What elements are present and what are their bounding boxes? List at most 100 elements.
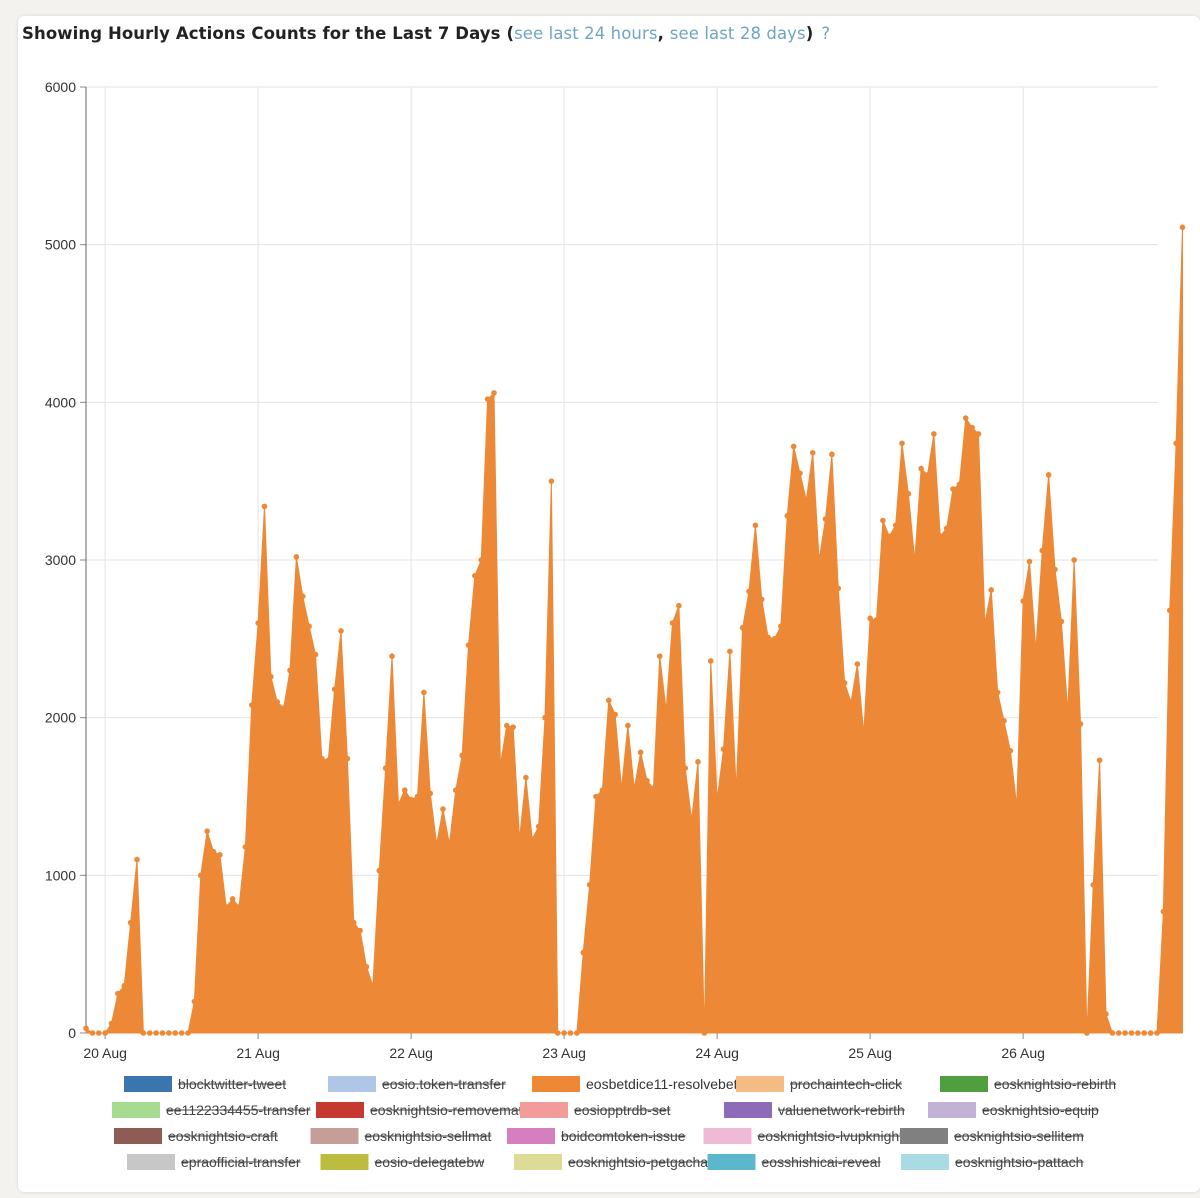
data-point[interactable] (185, 1030, 191, 1036)
data-point[interactable] (739, 625, 746, 631)
data-point[interactable] (465, 642, 472, 648)
data-point[interactable] (242, 844, 249, 850)
data-point[interactable] (778, 623, 784, 630)
data-point[interactable] (197, 872, 204, 879)
data-point[interactable] (95, 1030, 102, 1036)
data-point[interactable] (656, 653, 663, 659)
legend-item[interactable]: boidcomtoken-issue (507, 1128, 686, 1144)
data-point[interactable] (395, 801, 402, 808)
data-point[interactable] (962, 415, 969, 421)
data-point[interactable] (204, 828, 210, 834)
data-point[interactable] (274, 699, 281, 705)
data-point[interactable] (1013, 803, 1020, 809)
data-point[interactable] (899, 440, 905, 447)
data-point[interactable] (707, 658, 714, 664)
data-point[interactable] (669, 620, 676, 626)
data-point[interactable] (758, 596, 765, 603)
data-point[interactable] (414, 793, 421, 800)
data-point[interactable] (790, 443, 797, 450)
data-point[interactable] (331, 686, 338, 693)
data-point[interactable] (1071, 557, 1077, 563)
data-point[interactable] (268, 673, 274, 680)
data-point[interactable] (248, 702, 255, 708)
data-point[interactable] (140, 1030, 147, 1036)
data-point[interactable] (102, 1030, 108, 1036)
data-point[interactable] (440, 806, 446, 812)
data-point[interactable] (733, 787, 740, 793)
data-point[interactable] (618, 785, 625, 792)
legend-item[interactable]: blocktwitter-tweet (124, 1076, 286, 1092)
data-point[interactable] (350, 919, 357, 926)
data-point[interactable] (924, 472, 931, 478)
data-point[interactable] (1001, 718, 1007, 724)
data-point[interactable] (752, 522, 759, 529)
data-point[interactable] (727, 648, 733, 655)
data-point[interactable] (229, 896, 236, 902)
legend-item[interactable]: eosknightsio-sellmat (310, 1128, 492, 1144)
data-point[interactable] (841, 680, 848, 686)
data-point[interactable] (975, 431, 982, 437)
data-point[interactable] (325, 757, 332, 764)
data-point[interactable] (771, 636, 778, 642)
data-point[interactable] (357, 927, 363, 934)
data-point[interactable] (612, 711, 618, 718)
data-point[interactable] (83, 1025, 89, 1032)
data-point[interactable] (1007, 747, 1014, 754)
data-point[interactable] (676, 602, 682, 609)
data-point[interactable] (822, 516, 829, 522)
legend-item[interactable]: eosknightsio-pattach (901, 1154, 1084, 1170)
legend-item[interactable]: eosbetdice11-resolvebet (532, 1076, 738, 1092)
data-point[interactable] (797, 470, 803, 477)
data-point[interactable] (746, 588, 752, 595)
data-point[interactable] (1166, 607, 1173, 614)
data-point[interactable] (1045, 472, 1052, 478)
data-point[interactable] (376, 867, 383, 874)
legend-item[interactable]: eosknightsio-lvupknight (703, 1128, 904, 1144)
data-point[interactable] (293, 554, 300, 560)
data-point[interactable] (382, 765, 389, 771)
legend-item[interactable]: eosknightsio-sellitem (900, 1128, 1084, 1144)
data-point[interactable] (261, 503, 268, 510)
data-point[interactable] (529, 836, 536, 842)
data-point[interactable] (484, 396, 491, 402)
data-point[interactable] (1122, 1030, 1128, 1036)
data-point[interactable] (701, 1030, 708, 1036)
data-point[interactable] (166, 1030, 172, 1036)
data-point[interactable] (880, 517, 886, 524)
data-point[interactable] (663, 706, 669, 713)
data-point[interactable] (1033, 647, 1039, 653)
data-point[interactable] (848, 699, 854, 705)
data-point[interactable] (1052, 566, 1058, 573)
data-point[interactable] (682, 765, 689, 771)
data-point[interactable] (1058, 618, 1065, 625)
data-point[interactable] (344, 755, 351, 762)
data-point[interactable] (478, 557, 485, 563)
data-point[interactable] (688, 817, 695, 823)
data-point[interactable] (892, 522, 899, 529)
data-point[interactable] (115, 990, 121, 997)
legend-item[interactable]: epraofficial-transfer (127, 1154, 301, 1170)
data-point[interactable] (121, 982, 128, 989)
data-point[interactable] (695, 759, 701, 765)
data-point[interactable] (1147, 1030, 1154, 1036)
data-point[interactable] (178, 1030, 185, 1036)
data-point[interactable] (217, 852, 223, 858)
data-point[interactable] (1179, 224, 1186, 231)
data-point[interactable] (809, 449, 816, 456)
data-point[interactable] (542, 714, 548, 721)
data-point[interactable] (873, 617, 880, 623)
data-point[interactable] (1128, 1030, 1135, 1036)
data-point[interactable] (829, 451, 835, 458)
legend-item[interactable]: eosknightsio-removemat (316, 1102, 523, 1118)
see-last-24-hours-link[interactable]: see last 24 hours (514, 24, 658, 43)
data-point[interactable] (911, 557, 918, 563)
data-point[interactable] (427, 790, 434, 797)
data-point[interactable] (605, 697, 612, 704)
data-point[interactable] (363, 963, 370, 970)
legend-item[interactable]: eosknightsio-petgacha (514, 1154, 708, 1170)
data-point[interactable] (299, 593, 306, 600)
data-point[interactable] (637, 749, 644, 756)
data-point[interactable] (765, 634, 771, 641)
data-point[interactable] (287, 667, 293, 674)
data-point[interactable] (452, 787, 459, 793)
